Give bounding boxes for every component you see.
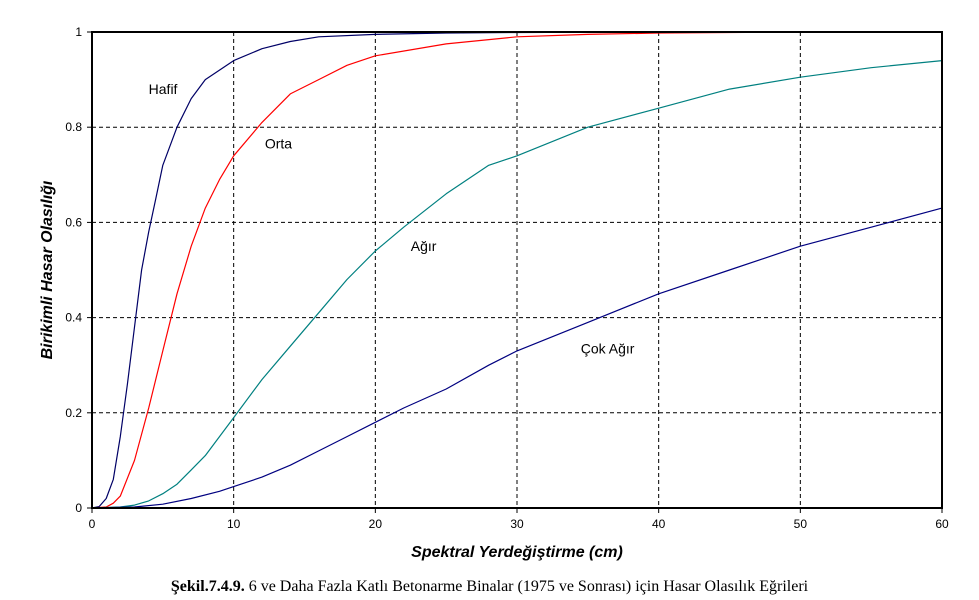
curve-labels: Hafif Orta Ağır Çok Ağır	[149, 81, 635, 356]
series-line-3	[91, 60, 943, 509]
x-tick-label: 60	[935, 517, 949, 531]
caption-prefix: Şekil.7.4.9.	[170, 578, 245, 595]
x-tick-label: 20	[369, 517, 383, 531]
y-tick-label: 0.2	[65, 406, 82, 420]
series-line-1	[91, 31, 942, 509]
y-tick-label: 0.4	[65, 311, 82, 325]
y-tick-label: 0.6	[65, 215, 82, 229]
y-tick-label: 0	[75, 501, 82, 515]
y-axis-label: Birikimli Hasar Olasılığı	[39, 180, 56, 359]
series-line-4	[91, 207, 943, 509]
curves	[91, 31, 943, 509]
x-tick-label: 40	[652, 517, 666, 531]
x-tick-label: 10	[227, 517, 241, 531]
x-tick-label: 50	[794, 517, 808, 531]
grid-lines	[92, 32, 942, 508]
y-tick-label: 1	[75, 25, 82, 39]
x-tick-label: 30	[510, 517, 524, 531]
axes: 0 10 20 30 40 50 60 0 0.2 0.4 0.6 0.8 1	[65, 25, 949, 531]
caption-text: 6 ve Daha Fazla Katlı Betonarme Binalar …	[244, 578, 809, 595]
series-label-1: Hafif	[149, 81, 178, 97]
series-line-2	[91, 31, 942, 509]
series-label-3: Ağır	[411, 238, 437, 254]
x-axis-label: Spektral Yerdeğiştirme (cm)	[411, 544, 623, 561]
y-tick-label: 0.8	[65, 120, 82, 134]
figure-caption: Şekil.7.4.9. 6 ve Daha Fazla Katlı Beton…	[0, 578, 979, 596]
x-tick-label: 0	[89, 517, 96, 531]
series-label-4: Çok Ağır	[581, 340, 635, 356]
series-label-2: Orta	[265, 136, 292, 152]
